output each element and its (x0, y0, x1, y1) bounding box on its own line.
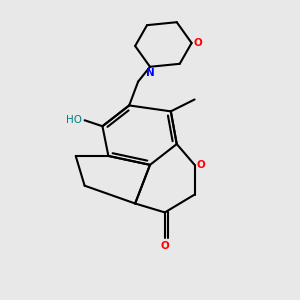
Text: O: O (160, 241, 169, 251)
Text: O: O (193, 38, 202, 48)
Text: HO: HO (66, 115, 82, 125)
Text: O: O (196, 160, 205, 170)
Text: N: N (146, 68, 154, 78)
